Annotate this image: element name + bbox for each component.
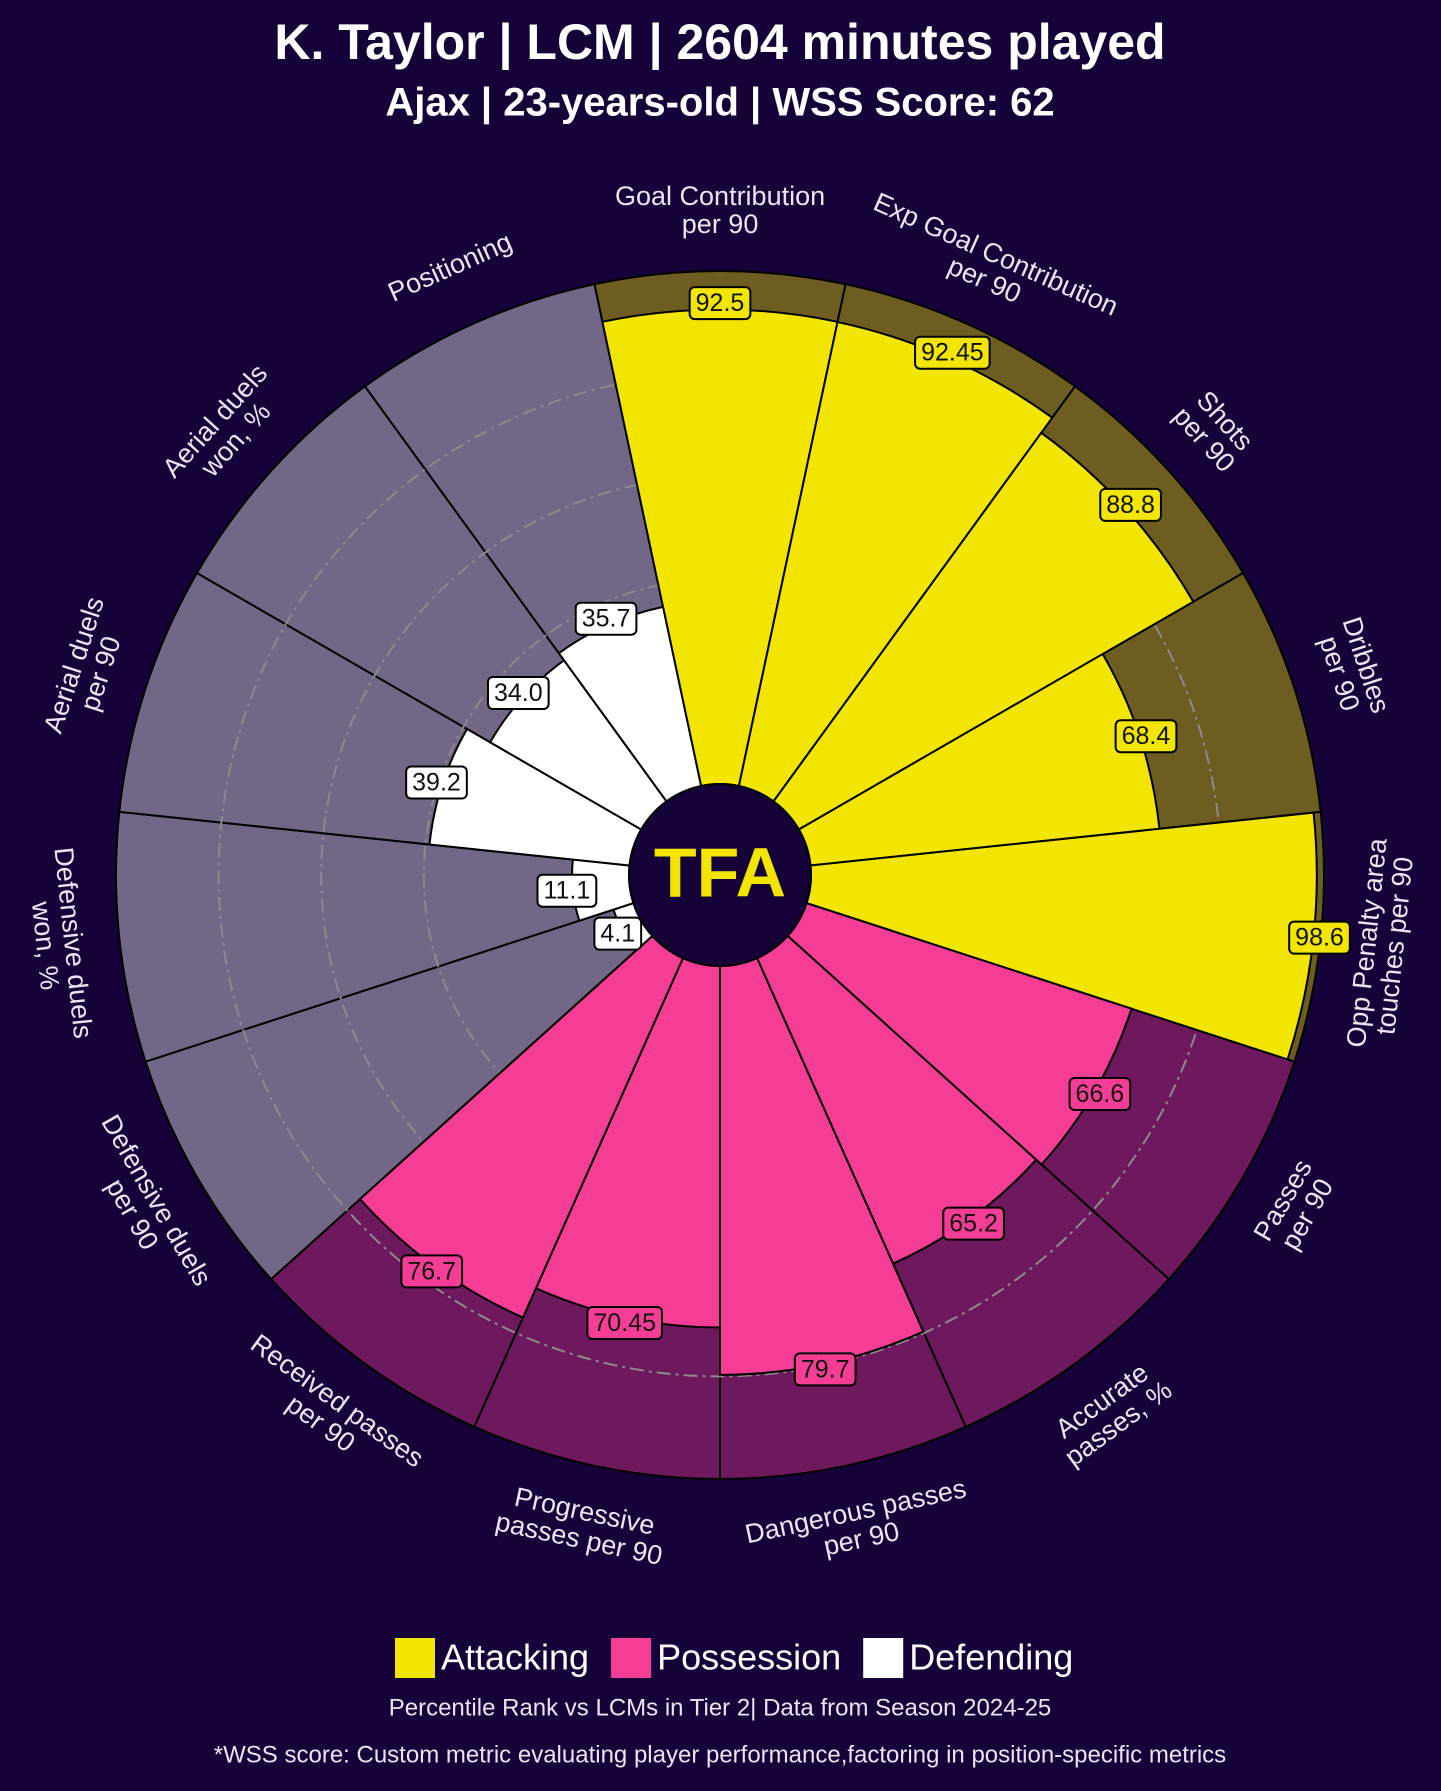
value-label-text: 65.2 [949, 1210, 998, 1238]
value-label-box [593, 916, 643, 951]
value-label-text: 88.8 [1106, 491, 1155, 519]
value-label-text: 70.45 [593, 1309, 656, 1337]
value-label-box [574, 601, 638, 636]
value-label-box [536, 873, 598, 908]
chart-subtitle: Ajax | 23-years-old | WSS Score: 62 [385, 81, 1054, 125]
value-label-box [1114, 719, 1178, 754]
category-label: Goal Contribution per 90 [615, 180, 826, 239]
value-labels: 92.5 92.45 88.8 68.4 98.6 66.6 65.2 79.7 70.45 76… [400, 286, 1351, 1387]
chart-title: K. Taylor | LCM | 2604 minutes played [274, 14, 1165, 71]
value-label-text: 68.4 [1122, 722, 1171, 750]
value-label-text: 11.1 [543, 877, 590, 905]
center-logo: TFA [628, 783, 812, 967]
center-circle [628, 783, 812, 967]
value-label: 92.5 [688, 286, 752, 321]
value-label: 66.6 [1068, 1076, 1132, 1111]
value-label-box [1068, 1076, 1132, 1111]
value-label-box [942, 1206, 1005, 1241]
value-label: 92.45 [914, 335, 991, 370]
footnote: *WSS score: Custom metric evaluating pla… [214, 1741, 1226, 1768]
value-label: 68.4 [1114, 719, 1178, 754]
value-label: 70.45 [586, 1306, 663, 1341]
value-label-box [1099, 487, 1162, 522]
legend-label: Attacking [441, 1637, 589, 1678]
value-label-box [586, 1306, 663, 1341]
value-label: 4.1 [593, 916, 643, 951]
value-label-box [793, 1352, 857, 1387]
value-label: 98.6 [1288, 920, 1351, 955]
legend-label: Defending [909, 1637, 1073, 1678]
value-label-text: 92.5 [696, 289, 745, 317]
value-label: 39.2 [405, 765, 468, 800]
value-label-box [1288, 920, 1351, 955]
legend: Attacking Possession Defending [395, 1637, 1073, 1678]
value-label: 65.2 [942, 1206, 1005, 1241]
value-label-text: 35.7 [582, 605, 631, 633]
logo: TFA [654, 833, 786, 911]
value-label-box [914, 335, 991, 370]
value-label-text: 39.2 [412, 768, 461, 796]
value-label-text: 92.45 [921, 339, 984, 367]
value-label-box [486, 675, 550, 710]
value-label: 11.1 [536, 873, 598, 908]
value-label-text: 66.6 [1076, 1080, 1125, 1108]
legend-label: Possession [657, 1637, 841, 1678]
value-label-text: 34.0 [494, 679, 543, 707]
bars [358, 308, 1318, 1376]
legend-swatch [863, 1638, 904, 1678]
legend-swatch [611, 1638, 652, 1678]
value-label: 88.8 [1099, 487, 1162, 522]
value-label-text: 98.6 [1295, 924, 1344, 952]
value-label-text: 4.1 [600, 920, 635, 948]
value-label-box [405, 765, 468, 800]
value-label: 79.7 [793, 1352, 857, 1387]
value-label-text: 79.7 [801, 1355, 850, 1383]
value-label-text: 76.7 [407, 1257, 456, 1285]
value-label-box [400, 1254, 464, 1289]
value-label: 34.0 [486, 675, 550, 710]
footnote: Percentile Rank vs LCMs in Tier 2| Data … [389, 1694, 1052, 1721]
value-label: 76.7 [400, 1254, 464, 1289]
legend-swatch [395, 1638, 435, 1678]
value-label-box [688, 286, 752, 321]
value-label: 35.7 [574, 601, 638, 636]
